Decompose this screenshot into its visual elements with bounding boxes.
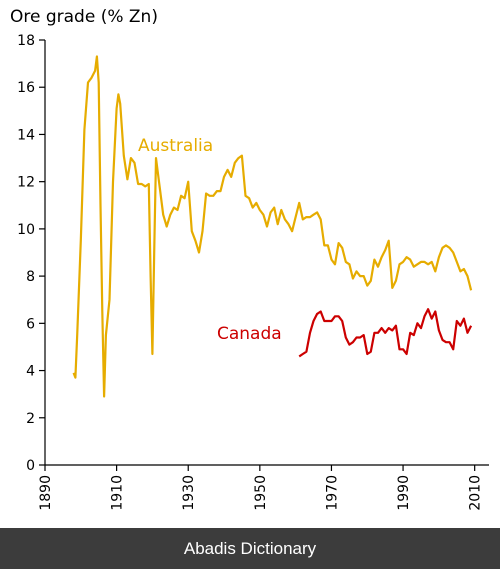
x-tick-label: 1930 (181, 475, 197, 511)
y-tick-label: 12 (17, 175, 35, 191)
x-tick-label: 1890 (38, 475, 54, 511)
footer-banner: Abadis Dictionary (0, 528, 500, 569)
series-label-canada: Canada (217, 324, 282, 344)
y-tick-label: 14 (17, 127, 35, 143)
line-chart: Ore grade (% Zn) 0 2 4 6 8 10 12 14 16 18 1890 191… (10, 7, 489, 511)
y-tick-label: 4 (26, 364, 35, 380)
series-line-canada (298, 308, 473, 358)
x-tick-label: 1910 (110, 475, 126, 511)
x-axis-ticks: 1890 1910 1930 1950 1970 1990 2010 (38, 465, 484, 511)
x-tick-label: 1990 (396, 475, 412, 511)
y-axis-title: Ore grade (% Zn) (10, 7, 158, 27)
series-label-australia: Australia (138, 136, 213, 156)
y-tick-label: 6 (26, 316, 35, 332)
y-tick-label: 10 (17, 222, 35, 238)
y-axis-ticks: 0 2 4 6 8 10 12 14 16 18 (17, 33, 45, 474)
y-tick-label: 16 (17, 80, 35, 96)
footer-text: Abadis Dictionary (183, 538, 317, 558)
y-tick-label: 8 (26, 269, 35, 285)
series-line-australia (72, 55, 473, 398)
x-tick-label: 2010 (468, 475, 484, 511)
axes (44, 40, 489, 466)
y-tick-label: 2 (26, 411, 35, 427)
y-tick-label: 0 (26, 458, 35, 474)
x-tick-label: 1970 (324, 475, 340, 511)
y-tick-label: 18 (17, 33, 35, 49)
x-tick-label: 1950 (253, 475, 269, 511)
series-lines (72, 55, 473, 398)
